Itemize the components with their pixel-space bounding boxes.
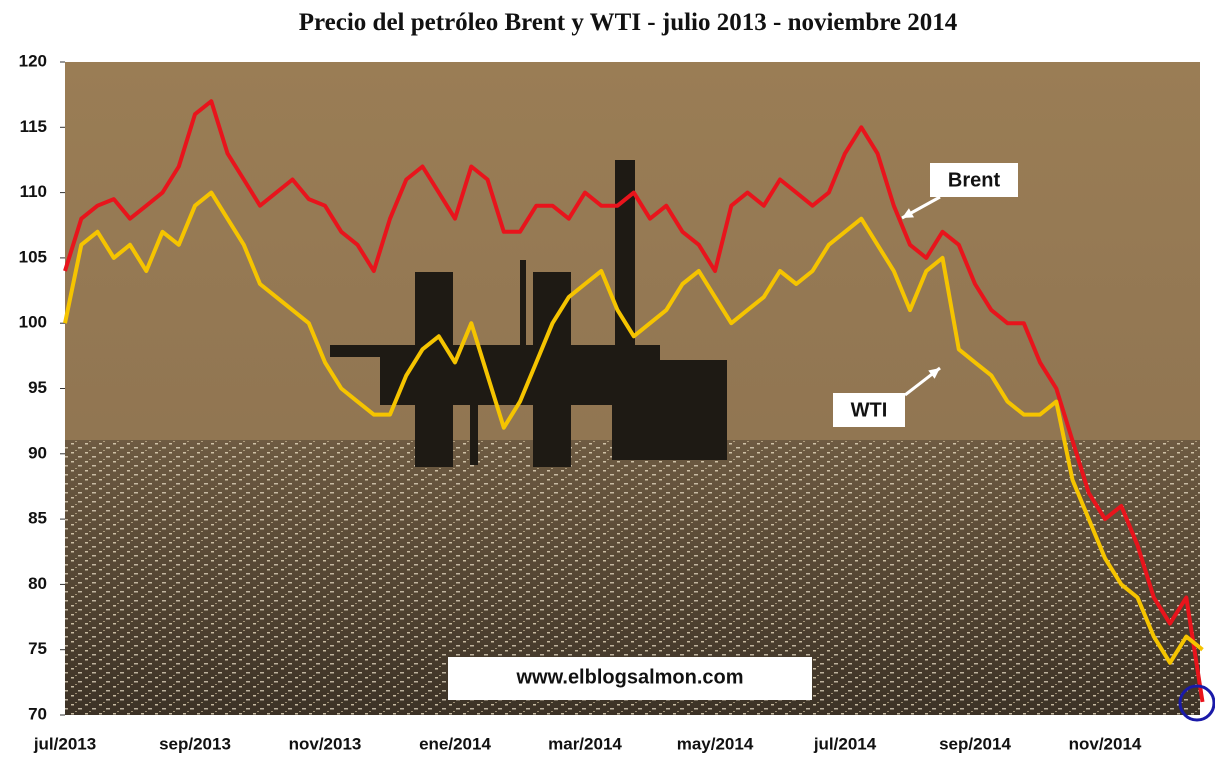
watermark: www.elblogsalmon.com	[515, 666, 743, 688]
chart: Precio del petróleo Brent y WTI - julio …	[0, 0, 1215, 759]
series-label: WTI	[851, 399, 888, 421]
x-tick-label: nov/2013	[289, 734, 362, 753]
y-tick-label: 100	[19, 313, 47, 332]
x-tick-label: nov/2014	[1069, 734, 1142, 753]
x-tick-label: mar/2014	[548, 734, 622, 753]
y-tick-label: 70	[28, 704, 47, 723]
y-tick-label: 90	[28, 443, 47, 462]
y-tick-label: 105	[19, 247, 47, 266]
x-tick-label: ene/2014	[419, 734, 491, 753]
y-tick-label: 115	[20, 117, 47, 136]
y-tick-label: 80	[28, 574, 47, 593]
x-tick-label: jul/2014	[813, 734, 877, 753]
y-tick-label: 95	[28, 378, 47, 397]
x-tick-label: jul/2013	[33, 734, 96, 753]
chart-title: Precio del petróleo Brent y WTI - julio …	[299, 9, 958, 36]
y-tick-label: 75	[28, 639, 47, 658]
series-label: Brent	[948, 169, 1001, 191]
x-tick-label: sep/2014	[939, 734, 1011, 753]
x-tick-label: sep/2013	[159, 734, 231, 753]
y-tick-label: 85	[28, 509, 47, 528]
y-tick-label: 110	[20, 182, 47, 201]
x-tick-label: may/2014	[677, 734, 754, 753]
background-photo	[65, 62, 1200, 715]
y-tick-label: 120	[19, 51, 47, 70]
